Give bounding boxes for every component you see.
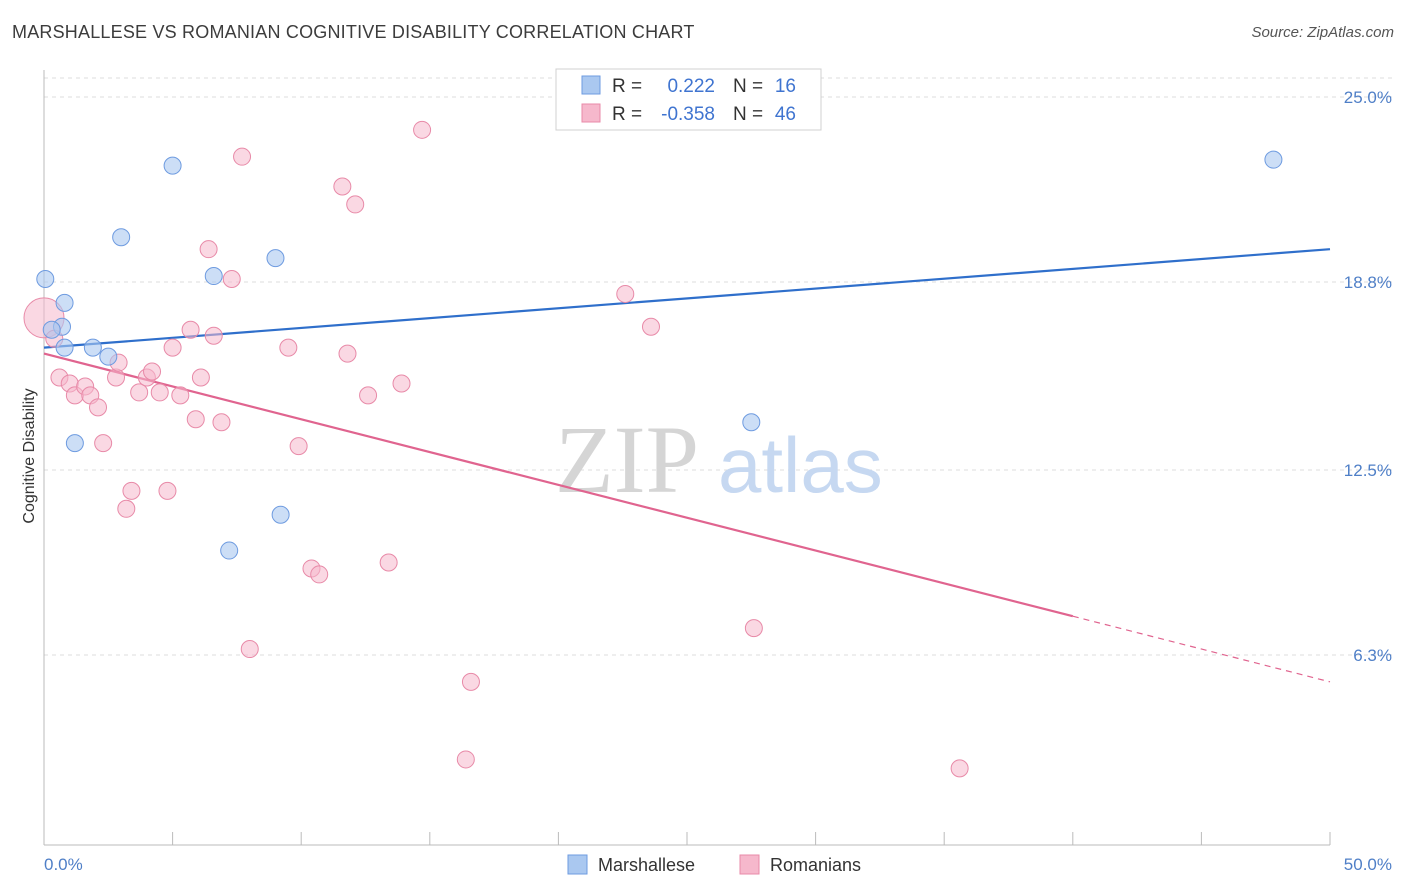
y-tick-labels: 6.3% 12.5% 18.8% 25.0% — [1344, 88, 1392, 665]
legend-n-value-2: 46 — [775, 104, 796, 125]
y-tick-label-2: 18.8% — [1344, 273, 1392, 292]
point-marshallese-8 — [112, 228, 131, 247]
axes — [43, 70, 1331, 846]
point-romanians-40 — [461, 672, 480, 691]
legend-swatch-romanians — [581, 103, 601, 123]
legend-n-label-2: N = — [733, 104, 763, 125]
point-romanians-36 — [379, 553, 398, 572]
legend-box: R = 0.222 N = 16 R = -0.358 N = 46 — [555, 68, 822, 131]
bottom-legend-swatch-romanians — [739, 854, 760, 875]
legend-r-value-1: 0.222 — [667, 76, 715, 97]
point-romanians-24 — [212, 413, 231, 432]
point-romanians-16 — [158, 481, 177, 500]
point-romanians-21 — [191, 368, 210, 387]
point-romanians-35 — [359, 386, 378, 405]
point-romanians-26 — [233, 147, 252, 166]
point-romanians-33 — [338, 344, 357, 363]
point-marshallese-15 — [1264, 150, 1283, 169]
point-romanians-7 — [94, 434, 113, 453]
bottom-legend: Marshallese Romanians — [567, 854, 861, 875]
x-tick-labels: 0.0% 50.0% — [44, 855, 1392, 874]
point-marshallese-3 — [42, 320, 61, 339]
watermark-zip: ZIP — [555, 406, 699, 513]
point-romanians-18 — [171, 386, 190, 405]
point-romanians-17 — [163, 338, 182, 357]
chart-title: MARSHALLESE VS ROMANIAN COGNITIVE DISABI… — [12, 22, 695, 42]
point-romanians-41 — [616, 284, 635, 303]
point-romanians-22 — [199, 240, 218, 259]
x-tick-label-0: 0.0% — [44, 855, 83, 874]
trend-line-marshallese — [43, 248, 1331, 349]
point-romanians-14 — [143, 362, 162, 381]
point-romanians-20 — [186, 410, 205, 429]
legend-swatch-marshallese — [581, 75, 601, 95]
bottom-legend-romanians: Romanians — [770, 855, 861, 875]
point-romanians-29 — [289, 437, 308, 456]
point-romanians-42 — [641, 317, 660, 336]
legend-r-value-2: -0.358 — [661, 104, 715, 125]
point-romanians-15 — [150, 383, 169, 402]
point-romanians-44 — [950, 759, 969, 778]
point-marshallese-1 — [55, 293, 74, 312]
point-romanians-12 — [130, 383, 149, 402]
point-romanians-37 — [392, 374, 411, 393]
point-marshallese-0 — [36, 270, 55, 289]
point-marshallese-13 — [271, 505, 290, 524]
point-romanians-43 — [744, 619, 763, 638]
point-marshallese-14 — [742, 413, 761, 432]
point-marshallese-10 — [266, 249, 285, 268]
point-marshallese-4 — [55, 338, 74, 357]
legend-r-label-1: R = — [612, 76, 642, 97]
point-romanians-23 — [204, 326, 223, 345]
legend-r-label-2: R = — [612, 104, 642, 125]
point-romanians-28 — [279, 338, 298, 357]
point-marshallese-7 — [163, 156, 182, 175]
y-tick-label-1: 12.5% — [1344, 461, 1392, 480]
chart-source: Source: ZipAtlas.com — [1251, 24, 1394, 41]
legend-n-label-1: N = — [733, 76, 763, 97]
trend-line-romanians — [43, 352, 1074, 618]
x-tick-label-1: 50.0% — [1344, 855, 1392, 874]
point-romanians-19 — [181, 320, 200, 339]
point-marshallese-11 — [65, 434, 84, 453]
bottom-legend-marshallese: Marshallese — [598, 855, 695, 875]
trend-lines — [43, 248, 1331, 683]
point-marshallese-6 — [99, 347, 118, 366]
point-marshallese-12 — [220, 541, 239, 560]
point-romanians-31 — [310, 565, 329, 584]
point-romanians-39 — [456, 750, 475, 769]
point-romanians-32 — [333, 177, 352, 196]
point-romanians-34 — [346, 195, 365, 214]
y-tick-label-0: 6.3% — [1353, 646, 1392, 665]
point-romanians-10 — [117, 499, 136, 518]
point-romanians-27 — [240, 640, 259, 659]
trend-line-romanians-extension — [1072, 615, 1331, 683]
point-romanians-38 — [413, 120, 432, 139]
point-marshallese-9 — [204, 267, 223, 286]
point-marshallese-5 — [83, 338, 102, 357]
point-romanians-8 — [107, 368, 126, 387]
y-tick-label-3: 25.0% — [1344, 88, 1392, 107]
y-axis-label: Cognitive Disability — [21, 388, 38, 523]
legend-n-value-1: 16 — [775, 76, 796, 97]
point-romanians-6 — [89, 398, 108, 417]
point-romanians-25 — [222, 270, 241, 289]
point-romanians-11 — [122, 481, 141, 500]
data-points — [23, 120, 1283, 778]
bottom-legend-swatch-marshallese — [567, 854, 588, 875]
watermark-atlas: atlas — [718, 421, 883, 509]
